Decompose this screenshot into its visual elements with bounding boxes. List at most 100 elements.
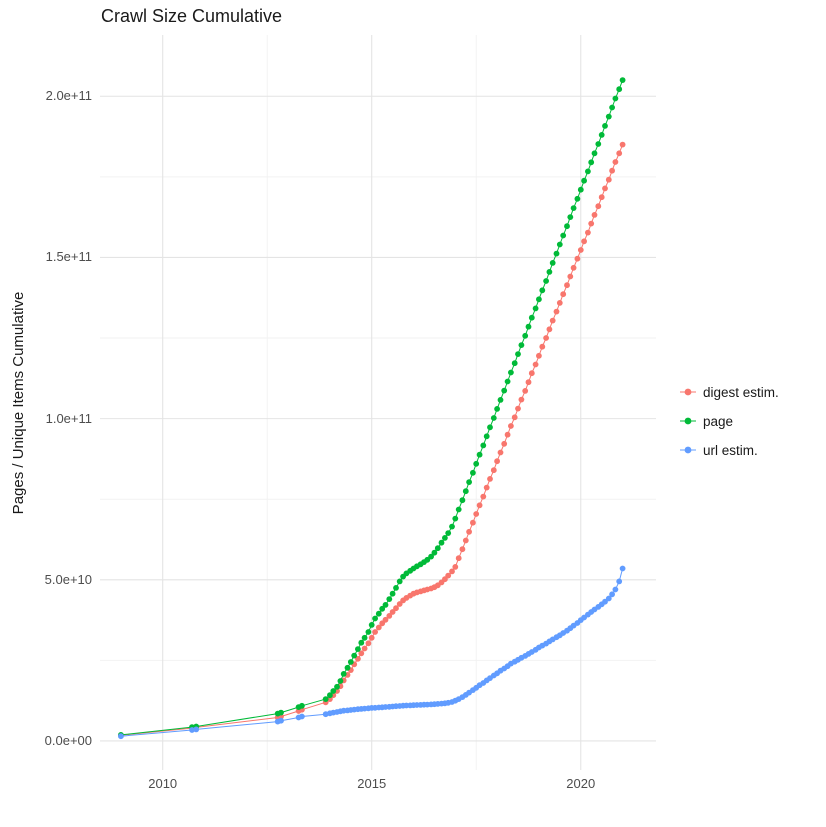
- point-page: [494, 406, 500, 412]
- legend: digest estim. page url estim.: [679, 383, 779, 459]
- point-page: [322, 696, 329, 702]
- point-page: [525, 323, 532, 330]
- point-url-estim: [602, 598, 608, 605]
- point-digest-estim: [577, 247, 584, 253]
- point-digest-estim: [476, 502, 483, 509]
- point-page: [560, 232, 567, 239]
- point-page: [368, 622, 375, 628]
- point-page: [386, 596, 393, 602]
- point-page: [532, 305, 539, 312]
- point-page: [549, 260, 556, 266]
- y-tick-label: 0.0e+00: [44, 732, 92, 748]
- point-digest-estim: [386, 613, 393, 619]
- point-digest-estim: [591, 212, 598, 218]
- point-page: [445, 530, 452, 536]
- legend-label-url-estim: url estim.: [703, 442, 758, 458]
- point-page: [483, 433, 490, 440]
- point-page: [379, 605, 386, 612]
- point-digest-estim: [522, 388, 529, 394]
- point-page: [337, 678, 344, 684]
- point-page: [511, 360, 518, 367]
- point-page: [351, 652, 358, 659]
- point-digest-estim: [556, 300, 563, 306]
- point-digest-estim: [595, 203, 602, 210]
- point-page: [476, 451, 483, 458]
- point-page: [347, 659, 354, 665]
- point-digest-estim: [585, 229, 591, 236]
- point-page: [375, 610, 382, 617]
- point-page: [372, 615, 378, 622]
- point-digest-estim: [564, 282, 570, 289]
- legend-item-url-estim[interactable]: url estim.: [679, 441, 779, 459]
- point-digest-estim: [382, 616, 389, 623]
- point-digest-estim: [612, 159, 619, 165]
- point-page: [609, 104, 615, 111]
- point-digest-estim: [393, 605, 399, 612]
- point-digest-estim: [549, 317, 556, 324]
- point-digest-estim: [365, 640, 372, 647]
- point-page: [473, 460, 480, 467]
- point-digest-estim: [480, 493, 487, 500]
- point-page: [508, 369, 514, 376]
- point-page: [598, 132, 605, 138]
- point-page: [539, 287, 546, 294]
- legend-key-url-estim-icon: [680, 446, 696, 454]
- x-tick-label: 2010: [148, 776, 178, 791]
- point-digest-estim: [455, 555, 462, 562]
- point-digest-estim: [567, 273, 574, 280]
- point-page: [327, 692, 333, 699]
- point-digest-estim: [490, 467, 497, 474]
- point-digest-estim: [528, 370, 535, 377]
- legend-item-digest-estim[interactable]: digest estim.: [679, 383, 779, 401]
- point-page: [567, 214, 574, 221]
- point-page: [470, 469, 476, 476]
- point-page: [358, 639, 365, 646]
- point-digest-estim: [494, 458, 500, 465]
- point-digest-estim: [445, 572, 452, 579]
- point-digest-estim: [553, 308, 560, 315]
- point-page: [570, 205, 577, 212]
- x-tick-label: 2015: [357, 776, 387, 791]
- point-digest-estim: [515, 405, 521, 412]
- point-page: [355, 646, 361, 652]
- legend-item-page[interactable]: page: [679, 412, 779, 430]
- point-page: [588, 159, 595, 166]
- point-digest-estim: [368, 634, 375, 641]
- point-digest-estim: [546, 326, 553, 333]
- point-page: [616, 86, 623, 93]
- point-page: [487, 424, 493, 431]
- point-digest-estim: [518, 396, 525, 403]
- point-url-estim: [299, 713, 305, 720]
- point-page: [619, 77, 626, 83]
- point-digest-estim: [508, 423, 514, 429]
- point-digest-estim: [452, 564, 459, 570]
- legend-key-dot: [684, 446, 692, 454]
- y-tick-label: 1.5e+11: [45, 249, 92, 265]
- point-page: [528, 314, 535, 321]
- point-page: [434, 545, 441, 552]
- legend-label-page: page: [703, 413, 734, 429]
- point-page: [438, 539, 445, 546]
- point-page: [365, 629, 372, 635]
- point-page: [518, 342, 525, 348]
- legend-key-dot: [684, 388, 692, 396]
- point-page: [449, 523, 455, 530]
- point-page: [466, 479, 472, 485]
- point-digest-estim: [570, 264, 577, 271]
- point-page: [389, 590, 396, 597]
- point-page: [585, 168, 591, 175]
- point-page: [595, 141, 602, 147]
- point-digest-estim: [602, 185, 608, 192]
- point-page: [459, 497, 466, 504]
- point-page: [462, 488, 469, 495]
- point-digest-estim: [389, 609, 396, 615]
- point-page: [553, 250, 560, 257]
- y-tick-label: 2.0e+11: [45, 88, 92, 104]
- legend-label-digest-estim: digest estim.: [703, 384, 779, 400]
- point-page: [424, 556, 431, 563]
- point-page: [340, 671, 347, 677]
- point-page: [556, 241, 563, 248]
- legend-key-dot: [684, 417, 692, 425]
- point-page: [574, 195, 581, 202]
